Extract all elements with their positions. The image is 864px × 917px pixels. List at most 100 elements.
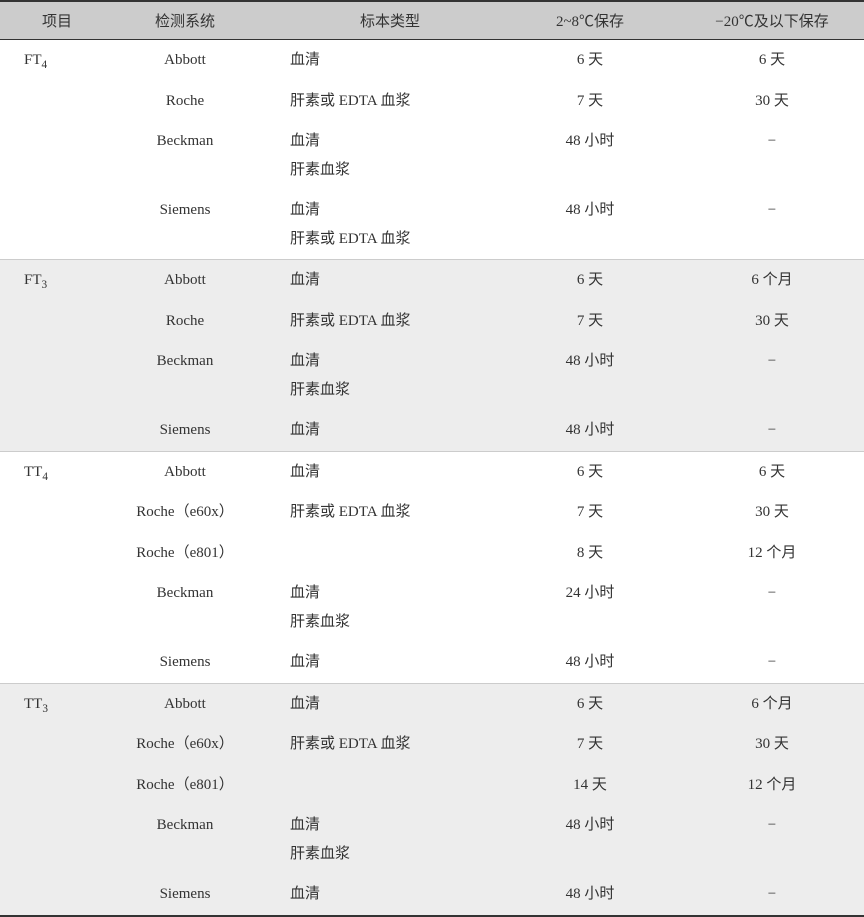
system-cell: Siemens <box>100 874 270 916</box>
storage-2-8-cell: 6 天 <box>500 683 680 724</box>
table-row: Roche（e60x）肝素或 EDTA 血浆7 天30 天 <box>0 724 864 765</box>
system-cell: Abbott <box>100 260 270 301</box>
system-cell: Roche（e801） <box>100 533 270 574</box>
item-subscript: 3 <box>42 279 48 291</box>
system-cell: Siemens <box>100 190 270 260</box>
system-cell: Beckman <box>100 341 270 410</box>
specimen-cell: 血清肝素或 EDTA 血浆 <box>270 190 500 260</box>
table-row: Siemens血清肝素或 EDTA 血浆48 小时− <box>0 190 864 260</box>
specimen-cell: 血清 <box>270 874 500 916</box>
storage-2-8-cell: 48 小时 <box>500 642 680 683</box>
storage-neg20-cell: 30 天 <box>680 301 864 342</box>
storage-neg20-cell: 12 个月 <box>680 533 864 574</box>
item-main: TT <box>24 696 42 712</box>
table-row: Beckman血清肝素血浆24 小时− <box>0 573 864 642</box>
specimen-cell: 血清肝素血浆 <box>270 341 500 410</box>
storage-2-8-cell: 14 天 <box>500 765 680 806</box>
system-cell: Siemens <box>100 642 270 683</box>
specimen-cell: 肝素或 EDTA 血浆 <box>270 492 500 533</box>
table-header-row: 项目 检测系统 标本类型 2~8℃保存 −20℃及以下保存 <box>0 1 864 40</box>
table-row: Siemens血清48 小时− <box>0 410 864 451</box>
table-row: Beckman血清肝素血浆48 小时− <box>0 805 864 874</box>
item-cell: FT4 <box>0 40 100 260</box>
system-cell: Abbott <box>100 451 270 492</box>
specimen-cell: 血清肝素血浆 <box>270 573 500 642</box>
table-row: FT3Abbott血清6 天6 个月 <box>0 260 864 301</box>
storage-neg20-cell: 6 天 <box>680 40 864 81</box>
item-cell: FT3 <box>0 260 100 452</box>
header-item: 项目 <box>0 1 100 40</box>
system-cell: Abbott <box>100 683 270 724</box>
table-row: Roche（e801） 8 天12 个月 <box>0 533 864 574</box>
storage-neg20-cell: − <box>680 573 864 642</box>
specimen-cell: 血清 <box>270 40 500 81</box>
specimen-cell: 血清 <box>270 410 500 451</box>
specimen-cell <box>270 765 500 806</box>
item-subscript: 3 <box>42 703 48 715</box>
item-main: FT <box>24 52 42 68</box>
system-cell: Abbott <box>100 40 270 81</box>
specimen-cell: 肝素或 EDTA 血浆 <box>270 301 500 342</box>
table-row: TT3 Abbott血清6 天6 个月 <box>0 683 864 724</box>
storage-neg20-cell: − <box>680 190 864 260</box>
table-row: Roche肝素或 EDTA 血浆7 天30 天 <box>0 301 864 342</box>
storage-2-8-cell: 48 小时 <box>500 874 680 916</box>
storage-neg20-cell: 6 天 <box>680 451 864 492</box>
table-row: FT4Abbott血清6 天6 天 <box>0 40 864 81</box>
system-cell: Roche（e60x） <box>100 724 270 765</box>
item-cell: TT4 <box>0 451 100 683</box>
table-row: Roche（e60x）肝素或 EDTA 血浆7 天30 天 <box>0 492 864 533</box>
storage-2-8-cell: 48 小时 <box>500 805 680 874</box>
storage-neg20-cell: − <box>680 805 864 874</box>
header-spec: 标本类型 <box>270 1 500 40</box>
table-row: Roche肝素或 EDTA 血浆7 天30 天 <box>0 81 864 122</box>
item-cell: TT3 <box>0 683 100 916</box>
specimen-cell: 血清肝素血浆 <box>270 805 500 874</box>
specimen-cell: 肝素或 EDTA 血浆 <box>270 81 500 122</box>
storage-2-8-cell: 48 小时 <box>500 121 680 190</box>
specimen-cell: 血清 <box>270 642 500 683</box>
system-cell: Beckman <box>100 121 270 190</box>
specimen-cell: 血清 <box>270 683 500 724</box>
item-main: TT <box>24 464 42 480</box>
storage-neg20-cell: 6 个月 <box>680 683 864 724</box>
storage-neg20-cell: 30 天 <box>680 81 864 122</box>
table-row: Beckman血清肝素血浆48 小时− <box>0 121 864 190</box>
specimen-cell: 肝素或 EDTA 血浆 <box>270 724 500 765</box>
storage-neg20-cell: 6 个月 <box>680 260 864 301</box>
item-subscript: 4 <box>42 471 48 483</box>
specimen-cell: 血清 <box>270 260 500 301</box>
storage-neg20-cell: − <box>680 341 864 410</box>
storage-neg20-cell: − <box>680 410 864 451</box>
storage-2-8-cell: 6 天 <box>500 260 680 301</box>
system-cell: Roche（e60x） <box>100 492 270 533</box>
item-subscript: 4 <box>42 59 48 71</box>
header-s20: −20℃及以下保存 <box>680 1 864 40</box>
table-row: Beckman血清肝素血浆48 小时− <box>0 341 864 410</box>
storage-neg20-cell: 12 个月 <box>680 765 864 806</box>
specimen-cell <box>270 533 500 574</box>
system-cell: Roche <box>100 81 270 122</box>
storage-2-8-cell: 8 天 <box>500 533 680 574</box>
storage-neg20-cell: 30 天 <box>680 492 864 533</box>
table-row: Siemens血清48 小时− <box>0 874 864 916</box>
table-row: Siemens血清48 小时− <box>0 642 864 683</box>
storage-neg20-cell: − <box>680 642 864 683</box>
storage-2-8-cell: 7 天 <box>500 724 680 765</box>
storage-neg20-cell: 30 天 <box>680 724 864 765</box>
storage-2-8-cell: 7 天 <box>500 301 680 342</box>
system-cell: Beckman <box>100 573 270 642</box>
storage-neg20-cell: − <box>680 121 864 190</box>
storage-2-8-cell: 6 天 <box>500 451 680 492</box>
table-body: FT4Abbott血清6 天6 天Roche肝素或 EDTA 血浆7 天30 天… <box>0 40 864 916</box>
storage-2-8-cell: 48 小时 <box>500 410 680 451</box>
system-cell: Siemens <box>100 410 270 451</box>
system-cell: Beckman <box>100 805 270 874</box>
specimen-cell: 血清 <box>270 451 500 492</box>
system-cell: Roche <box>100 301 270 342</box>
storage-2-8-cell: 7 天 <box>500 492 680 533</box>
storage-2-8-cell: 48 小时 <box>500 190 680 260</box>
storage-table: 项目 检测系统 标本类型 2~8℃保存 −20℃及以下保存 FT4Abbott血… <box>0 0 864 917</box>
storage-2-8-cell: 6 天 <box>500 40 680 81</box>
table-row: Roche（e801）14 天12 个月 <box>0 765 864 806</box>
